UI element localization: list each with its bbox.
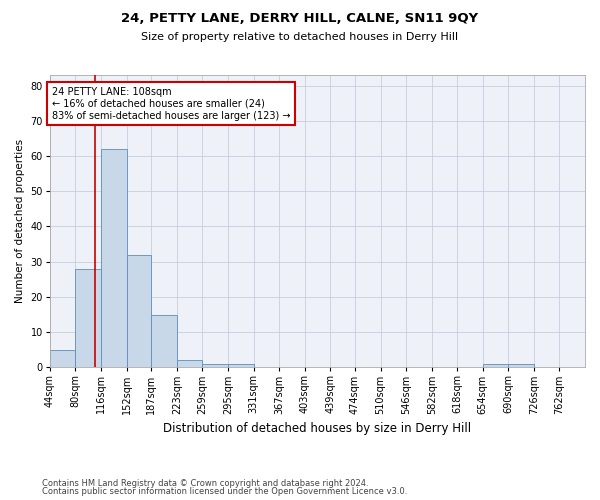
Bar (177, 360, 202, 368)
Bar (508, 364, 534, 368)
Bar (483, 364, 508, 368)
Bar (127, 254, 151, 368)
Bar (228, 364, 254, 368)
Bar (202, 364, 228, 368)
Text: 24, PETTY LANE, DERRY HILL, CALNE, SN11 9QY: 24, PETTY LANE, DERRY HILL, CALNE, SN11 … (121, 12, 479, 26)
Text: Contains HM Land Registry data © Crown copyright and database right 2024.: Contains HM Land Registry data © Crown c… (42, 478, 368, 488)
Text: Contains public sector information licensed under the Open Government Licence v3: Contains public sector information licen… (42, 487, 407, 496)
Bar (101, 149, 127, 368)
Y-axis label: Number of detached properties: Number of detached properties (15, 139, 25, 303)
X-axis label: Distribution of detached houses by size in Derry Hill: Distribution of detached houses by size … (163, 422, 472, 435)
Text: 24 PETTY LANE: 108sqm
← 16% of detached houses are smaller (24)
83% of semi-deta: 24 PETTY LANE: 108sqm ← 16% of detached … (52, 88, 290, 120)
Bar (50, 350, 76, 368)
Bar (76, 268, 101, 368)
Text: Size of property relative to detached houses in Derry Hill: Size of property relative to detached ho… (142, 32, 458, 42)
Bar (151, 314, 177, 368)
